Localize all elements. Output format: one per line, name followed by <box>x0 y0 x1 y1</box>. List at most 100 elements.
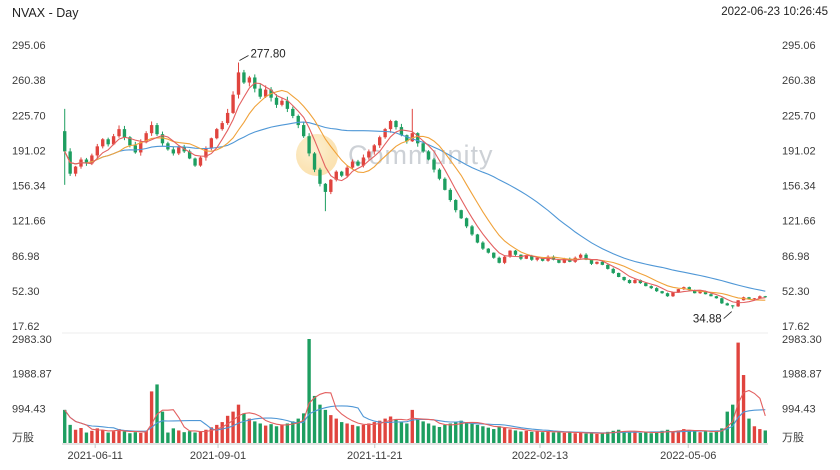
volume-bar <box>682 429 686 443</box>
candle-body <box>198 157 203 166</box>
volume-bar <box>741 375 746 443</box>
volume-bar <box>383 418 387 443</box>
volume-ma5-line <box>64 389 766 434</box>
volume-bar <box>101 430 105 443</box>
candle-body <box>274 97 279 105</box>
candle-body <box>671 292 675 297</box>
volume-bar <box>187 431 192 443</box>
volume-bar <box>758 429 762 443</box>
volume-bar <box>698 432 702 443</box>
price-tick-label-right: 191.02 <box>782 145 816 157</box>
volume-bar <box>171 428 176 443</box>
volume-bar <box>122 431 127 443</box>
volume-bar <box>285 423 290 443</box>
candle-body <box>247 77 252 83</box>
volume-bar <box>193 432 197 443</box>
candle-body <box>481 242 485 249</box>
candle-body <box>454 200 458 211</box>
volume-tick-label-right: 1988.87 <box>782 369 822 381</box>
volume-bar <box>247 418 252 443</box>
watermark-logo-icon <box>296 134 338 176</box>
volume-bar <box>443 424 447 443</box>
candle-body <box>595 261 599 264</box>
date-tick-label: 2022-02-13 <box>512 450 568 462</box>
candle-body <box>209 138 214 149</box>
volume-bar <box>209 427 214 443</box>
volume-bar <box>117 429 121 443</box>
volume-bar <box>616 429 621 443</box>
candle-body <box>280 100 284 105</box>
candle-body <box>144 133 148 143</box>
candle-body <box>698 291 702 294</box>
candle-body <box>513 250 518 255</box>
candle-body <box>177 147 181 154</box>
candle-body <box>540 257 545 261</box>
candle-body <box>215 129 219 139</box>
volume-bar <box>144 430 148 443</box>
volume-bar <box>497 426 501 443</box>
volume-bar <box>236 404 241 443</box>
volume-bar <box>388 416 393 443</box>
candle-body <box>649 286 653 289</box>
volume-bar <box>225 415 230 443</box>
volume-bar <box>133 432 137 443</box>
candle-body <box>231 94 235 113</box>
volume-bar <box>160 411 165 443</box>
candle-body <box>584 254 588 260</box>
volume-bar <box>649 433 653 443</box>
candle-body <box>236 72 241 95</box>
volume-bar <box>709 432 713 443</box>
candle-body <box>644 283 648 287</box>
volume-bar <box>530 431 534 443</box>
volume-bar <box>220 422 224 443</box>
candle-body <box>464 218 469 227</box>
volume-bar <box>139 432 143 443</box>
volume-bar <box>340 422 344 443</box>
volume-bar <box>557 431 561 443</box>
annotation-pointer <box>239 55 249 61</box>
candle-body <box>752 298 757 300</box>
volume-bar <box>318 404 322 443</box>
candle-body <box>122 129 127 138</box>
price-tick-label-left: 260.38 <box>12 75 46 87</box>
price-tick-label-right: 295.06 <box>782 40 816 52</box>
axes-layer <box>62 332 768 448</box>
volume-bar <box>513 430 518 443</box>
watermark-text: Community <box>348 139 494 170</box>
price-tick-label-left: 52.30 <box>12 286 40 298</box>
volume-bar <box>405 423 409 443</box>
candle-body <box>660 291 664 294</box>
candle-body <box>258 88 262 97</box>
candle-body <box>562 258 567 263</box>
candle-body <box>340 171 344 176</box>
volume-bar <box>394 419 398 443</box>
candle-body <box>356 161 360 166</box>
candle-body <box>139 142 143 153</box>
candle-body <box>720 298 724 304</box>
volume-bar <box>231 411 235 443</box>
candle-body <box>372 145 376 152</box>
candle-body <box>307 136 311 154</box>
volume-bar <box>481 426 485 443</box>
candle-body <box>747 297 751 300</box>
volume-bar <box>584 433 588 443</box>
volume-bar <box>367 423 371 443</box>
volume-bar <box>535 431 539 443</box>
candle-body <box>416 133 420 144</box>
volume-bar <box>714 430 719 443</box>
candle-body <box>388 121 393 130</box>
candle-body <box>606 264 610 269</box>
candle-body <box>334 171 338 180</box>
candle-body <box>714 296 719 299</box>
candle-body <box>535 257 539 260</box>
annotation-label: 34.88 <box>693 314 722 326</box>
candle-body <box>285 100 290 109</box>
volume-bar <box>215 424 219 443</box>
date-tick-label: 2021-11-21 <box>347 450 402 462</box>
candle-body <box>497 257 501 263</box>
volume-tick-label-left: 1988.87 <box>12 369 52 381</box>
volume-bar <box>475 424 480 443</box>
candle-body <box>459 210 463 219</box>
annotation-label: 277.80 <box>251 48 286 60</box>
